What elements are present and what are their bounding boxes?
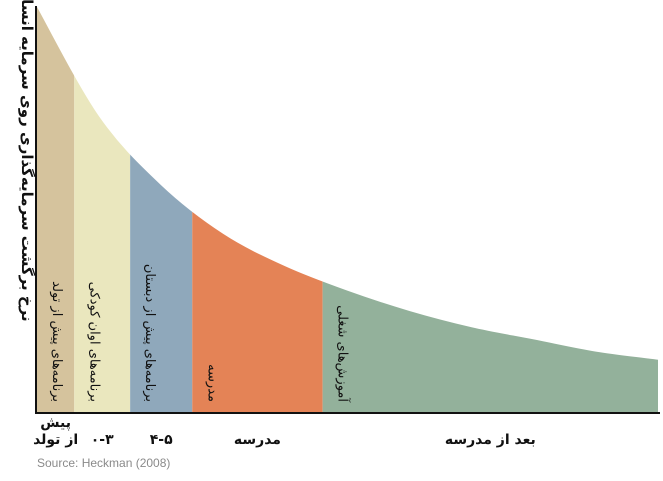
band-2 xyxy=(130,6,193,412)
band-3 xyxy=(192,6,323,412)
x-tick-labels: پیش از تولد ۰-۳ ۴-۵ مدرسه بعد از مدرسه xyxy=(33,415,536,448)
series-curve xyxy=(36,5,659,360)
y-axis-label: نرخ برگشت سرمایه‌گذاری روی سرمایه انسانی xyxy=(18,0,36,322)
band-labels: برنامه‌های پیش از تولد برنامه‌های اوان کو… xyxy=(49,264,352,404)
band-label-2: برنامه‌های پیش از دبستان xyxy=(142,264,157,402)
x-tick-3: مدرسه xyxy=(234,432,281,448)
band-label-4: آموزش‌های شغلی xyxy=(335,305,352,403)
source-note: Source: Heckman (2008) xyxy=(37,456,171,470)
band-0 xyxy=(37,6,75,412)
x-tick-0: پیش از تولد xyxy=(33,415,78,448)
band-label-0: برنامه‌های پیش از تولد xyxy=(49,281,64,402)
band-label-3: مدرسه xyxy=(204,364,219,402)
band-label-1: برنامه‌های اوان کودکی xyxy=(86,282,101,402)
x-tick-1: ۰-۳ xyxy=(91,432,114,448)
x-tick-4: بعد از مدرسه xyxy=(445,432,536,448)
x-tick-2: ۴-۵ xyxy=(150,432,173,448)
band-4 xyxy=(322,6,658,412)
